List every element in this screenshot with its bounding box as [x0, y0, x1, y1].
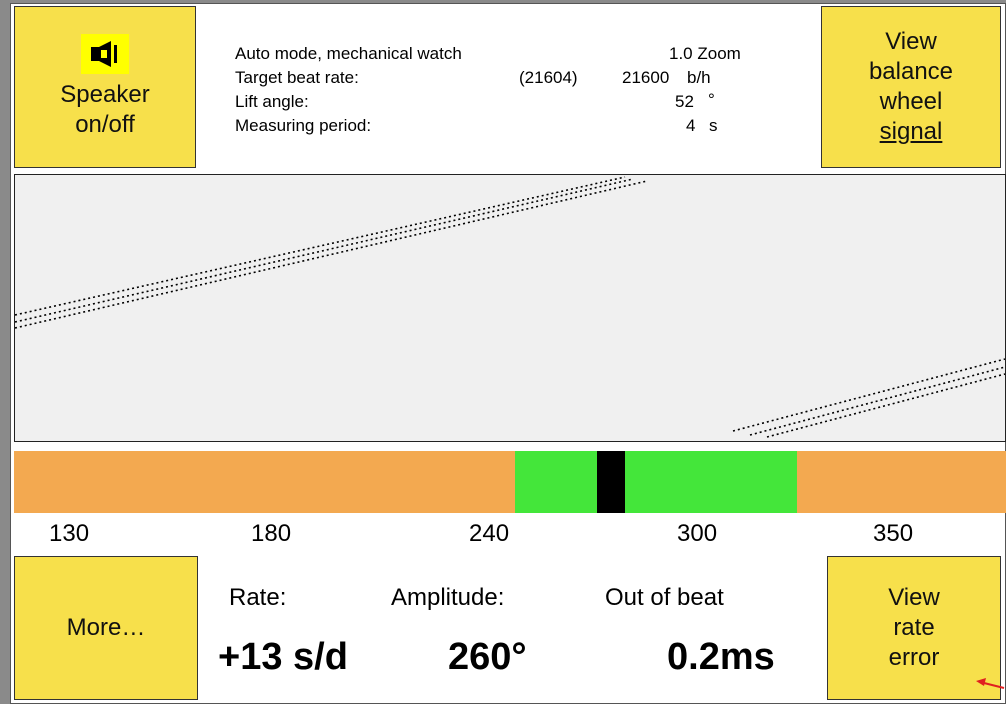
beat-rate-value: 21600	[622, 68, 670, 87]
speaker-label-line1: Speaker	[60, 81, 150, 108]
speaker-label-line2: on/off	[75, 111, 135, 138]
trace-line-1b	[14, 178, 634, 323]
view-rate-line3: error	[888, 644, 940, 671]
view-balance-wheel-signal-button[interactable]: View balance wheel signal	[821, 6, 1001, 168]
beat-rate-unit: b/h	[687, 68, 711, 87]
view-rate-line2: rate	[893, 614, 935, 641]
trace-line-2b	[749, 366, 1006, 436]
period-unit: s	[709, 116, 718, 135]
more-label: More…	[66, 614, 146, 641]
trace-line-1c	[14, 180, 648, 329]
rate-label: Rate:	[229, 584, 287, 611]
amplitude-indicator	[597, 451, 625, 513]
out-of-beat-label: Out of beat	[605, 584, 724, 611]
scale-tick-130: 130	[49, 520, 90, 547]
more-button[interactable]: More…	[14, 556, 198, 700]
view-rate-line1: View	[888, 584, 940, 611]
speaker-icon	[81, 34, 129, 74]
timegrapher-plot	[14, 174, 1006, 442]
period-value: 4	[686, 116, 696, 135]
trace-graph	[14, 176, 1006, 438]
lift-angle-label: Lift angle:	[235, 92, 309, 111]
pointer-arrow-icon	[976, 678, 1005, 689]
scale-tick-180: 180	[251, 520, 292, 547]
zoom-text: 1.0 Zoom	[669, 44, 741, 63]
app-window: Speaker on/off Auto mode, mechanical wat…	[10, 3, 1006, 704]
period-label: Measuring period:	[235, 116, 372, 135]
view-balance-line3: wheel	[879, 88, 943, 115]
scale-tick-350: 350	[873, 520, 914, 547]
amplitude-bar	[14, 451, 1006, 513]
rate-value: +13 s/d	[218, 636, 348, 678]
lift-angle-unit: °	[708, 90, 715, 109]
beat-rate-measured: (21604)	[519, 68, 578, 87]
amplitude-label: Amplitude:	[391, 584, 505, 611]
lift-angle-value: 52	[675, 92, 694, 111]
view-rate-error-button[interactable]: View rate error	[827, 556, 1001, 700]
speaker-toggle-button[interactable]: Speaker on/off	[14, 6, 196, 168]
out-of-beat-value: 0.2ms	[667, 636, 775, 678]
trace-line-1a	[14, 176, 626, 316]
amplitude-value: 260°	[448, 636, 527, 678]
view-balance-line4: signal	[879, 118, 943, 145]
view-balance-line1: View	[885, 28, 937, 55]
scale-tick-300: 300	[677, 520, 718, 547]
trace-line-2c	[766, 373, 1006, 438]
view-balance-line2: balance	[868, 58, 954, 85]
beat-rate-label: Target beat rate:	[235, 68, 359, 87]
amplitude-good-range	[515, 451, 797, 513]
trace-line-2a	[732, 358, 1006, 432]
mode-text: Auto mode, mechanical watch	[235, 44, 462, 63]
scale-tick-240: 240	[469, 520, 510, 547]
